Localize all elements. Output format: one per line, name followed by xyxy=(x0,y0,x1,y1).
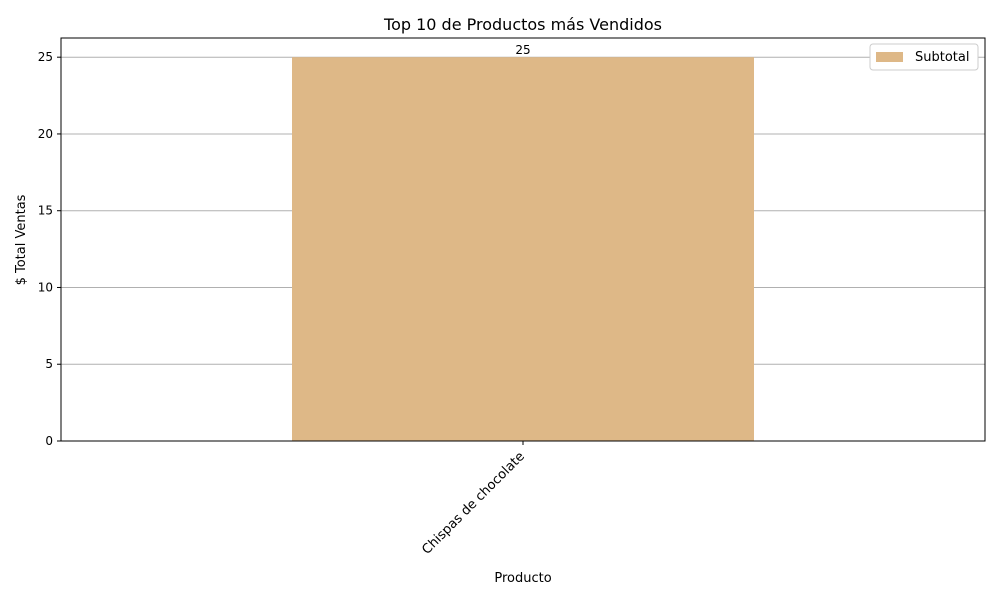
legend-swatch xyxy=(876,52,903,62)
chart-title: Top 10 de Productos más Vendidos xyxy=(383,15,662,34)
y-tick-label: 10 xyxy=(38,280,53,294)
x-axis-ticks: Chispas de chocolate xyxy=(419,441,528,558)
x-tick-label: Chispas de chocolate xyxy=(419,449,527,557)
legend-label-subtotal: Subtotal xyxy=(915,50,969,65)
y-axis-label: $ Total Ventas xyxy=(14,194,29,285)
data-label: 25 xyxy=(515,43,530,57)
bar xyxy=(292,57,754,441)
y-tick-label: 25 xyxy=(38,50,53,64)
y-axis-ticks: 0 5 10 15 20 25 xyxy=(38,50,61,448)
y-tick-label: 20 xyxy=(38,127,53,141)
y-tick-label: 0 xyxy=(45,434,53,448)
legend-box xyxy=(869,43,979,71)
y-tick-label: 15 xyxy=(38,204,53,218)
x-axis-label: Producto xyxy=(494,571,551,586)
legend: Subtotal xyxy=(869,43,979,71)
bars xyxy=(292,57,754,441)
y-tick-label: 5 xyxy=(45,357,53,371)
data-labels: 25 xyxy=(515,43,530,57)
